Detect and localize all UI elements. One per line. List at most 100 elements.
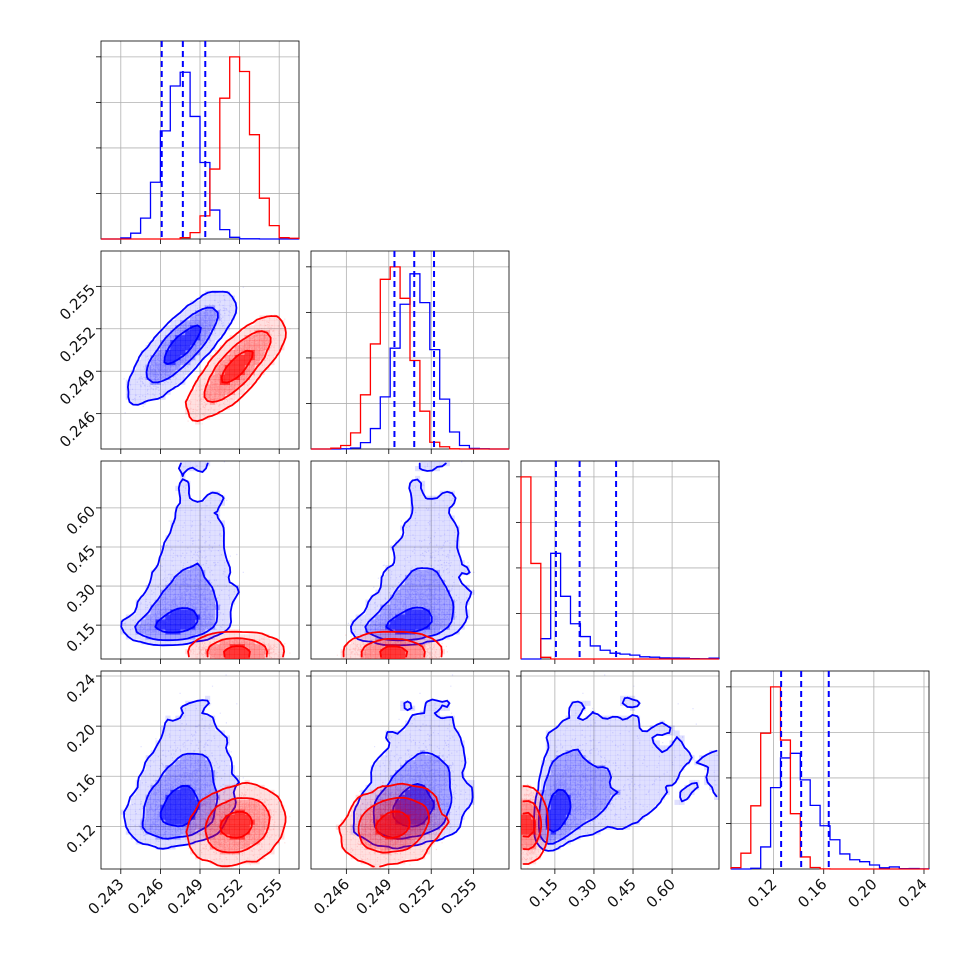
density-cell xyxy=(195,579,201,586)
density-cell xyxy=(150,589,156,595)
density-cell xyxy=(214,589,221,595)
density-cell xyxy=(209,824,216,830)
density-cell xyxy=(185,804,191,810)
density-contour-1 xyxy=(206,637,269,658)
density-cell xyxy=(185,799,191,805)
density-cell xyxy=(224,829,230,835)
density-cell xyxy=(400,760,406,766)
density-cell xyxy=(350,654,356,659)
density-cell xyxy=(410,789,416,796)
density-cell xyxy=(395,844,401,850)
density-cell xyxy=(414,505,421,511)
density-cell xyxy=(400,804,406,810)
density-cell xyxy=(219,384,226,390)
density-contour-1 xyxy=(223,645,251,658)
density-cell xyxy=(155,799,161,805)
density-cell xyxy=(165,819,171,825)
density-cell xyxy=(449,774,455,781)
density-cell xyxy=(185,520,191,526)
density-cell xyxy=(229,804,235,810)
density-cell xyxy=(214,520,221,526)
density-cell xyxy=(175,624,181,630)
density-cell xyxy=(400,574,406,581)
density-cell xyxy=(659,730,665,736)
density-cell xyxy=(684,789,690,796)
density-cell xyxy=(555,770,561,776)
density-cell xyxy=(429,750,436,756)
density-cell xyxy=(274,345,280,351)
density-cell xyxy=(659,760,665,766)
density-cell xyxy=(414,634,421,640)
density-cell xyxy=(274,824,280,830)
density-cell xyxy=(400,799,406,805)
density-cell xyxy=(145,814,151,820)
panel-0-2 xyxy=(96,460,300,664)
density-cell xyxy=(219,779,226,786)
density-cell xyxy=(575,789,581,796)
density-cell xyxy=(269,330,275,336)
density-cell xyxy=(575,725,581,731)
density-cell xyxy=(410,654,416,659)
density-cell xyxy=(204,784,211,791)
density-cell xyxy=(165,560,171,566)
density-cell xyxy=(155,579,161,586)
density-cell xyxy=(180,560,186,566)
density-cell xyxy=(160,774,166,781)
density-cell xyxy=(195,310,201,316)
density-cell xyxy=(200,465,206,472)
density-cell xyxy=(429,705,436,711)
density-cell xyxy=(419,725,426,731)
density-cell xyxy=(380,774,386,781)
y-tick-label: 0.249 xyxy=(56,366,99,409)
density-cell xyxy=(360,834,366,840)
density-cell xyxy=(405,750,411,756)
density-cell xyxy=(405,819,411,825)
density-cell xyxy=(714,765,719,771)
density-cell xyxy=(439,784,445,791)
density-cell xyxy=(634,715,641,721)
density-cell xyxy=(254,335,260,341)
density-cell xyxy=(204,614,211,620)
density-cell xyxy=(400,639,406,645)
density-cell xyxy=(624,765,631,771)
density-cell xyxy=(219,614,226,620)
density-cell xyxy=(140,784,146,791)
density-cell xyxy=(674,750,680,756)
density-cell xyxy=(405,594,411,600)
density-cell xyxy=(195,629,201,635)
density-cell xyxy=(424,639,431,645)
density-cell xyxy=(654,760,660,766)
density-cell xyxy=(439,540,445,546)
density-cell xyxy=(224,564,230,571)
density-cell xyxy=(219,300,226,306)
density-cell xyxy=(204,569,211,576)
density-cell xyxy=(449,550,455,556)
density-cell xyxy=(649,765,655,771)
density-cell xyxy=(195,530,201,536)
density-cell xyxy=(429,735,436,741)
density-cell xyxy=(209,315,216,321)
density-cell xyxy=(165,364,171,371)
density-cell xyxy=(405,634,411,640)
density-cell xyxy=(385,794,391,800)
density-cell xyxy=(165,564,171,571)
density-cell xyxy=(535,824,542,830)
density-cell xyxy=(444,760,450,766)
density-cell xyxy=(385,839,391,845)
density-cell xyxy=(395,784,401,791)
density-cell xyxy=(385,639,391,645)
density-cell xyxy=(345,824,351,830)
density-cell xyxy=(459,594,465,600)
density-cell xyxy=(175,374,181,380)
density-cell xyxy=(375,639,381,645)
density-cell xyxy=(209,599,216,605)
density-cell xyxy=(239,859,245,865)
density-cell xyxy=(190,829,196,835)
density-cell xyxy=(654,725,660,731)
density-cell xyxy=(209,725,216,731)
density-cell xyxy=(224,654,230,659)
density-cell xyxy=(434,720,440,726)
density-cell xyxy=(130,374,136,380)
density-cell xyxy=(454,594,460,600)
density-cell xyxy=(209,295,216,301)
